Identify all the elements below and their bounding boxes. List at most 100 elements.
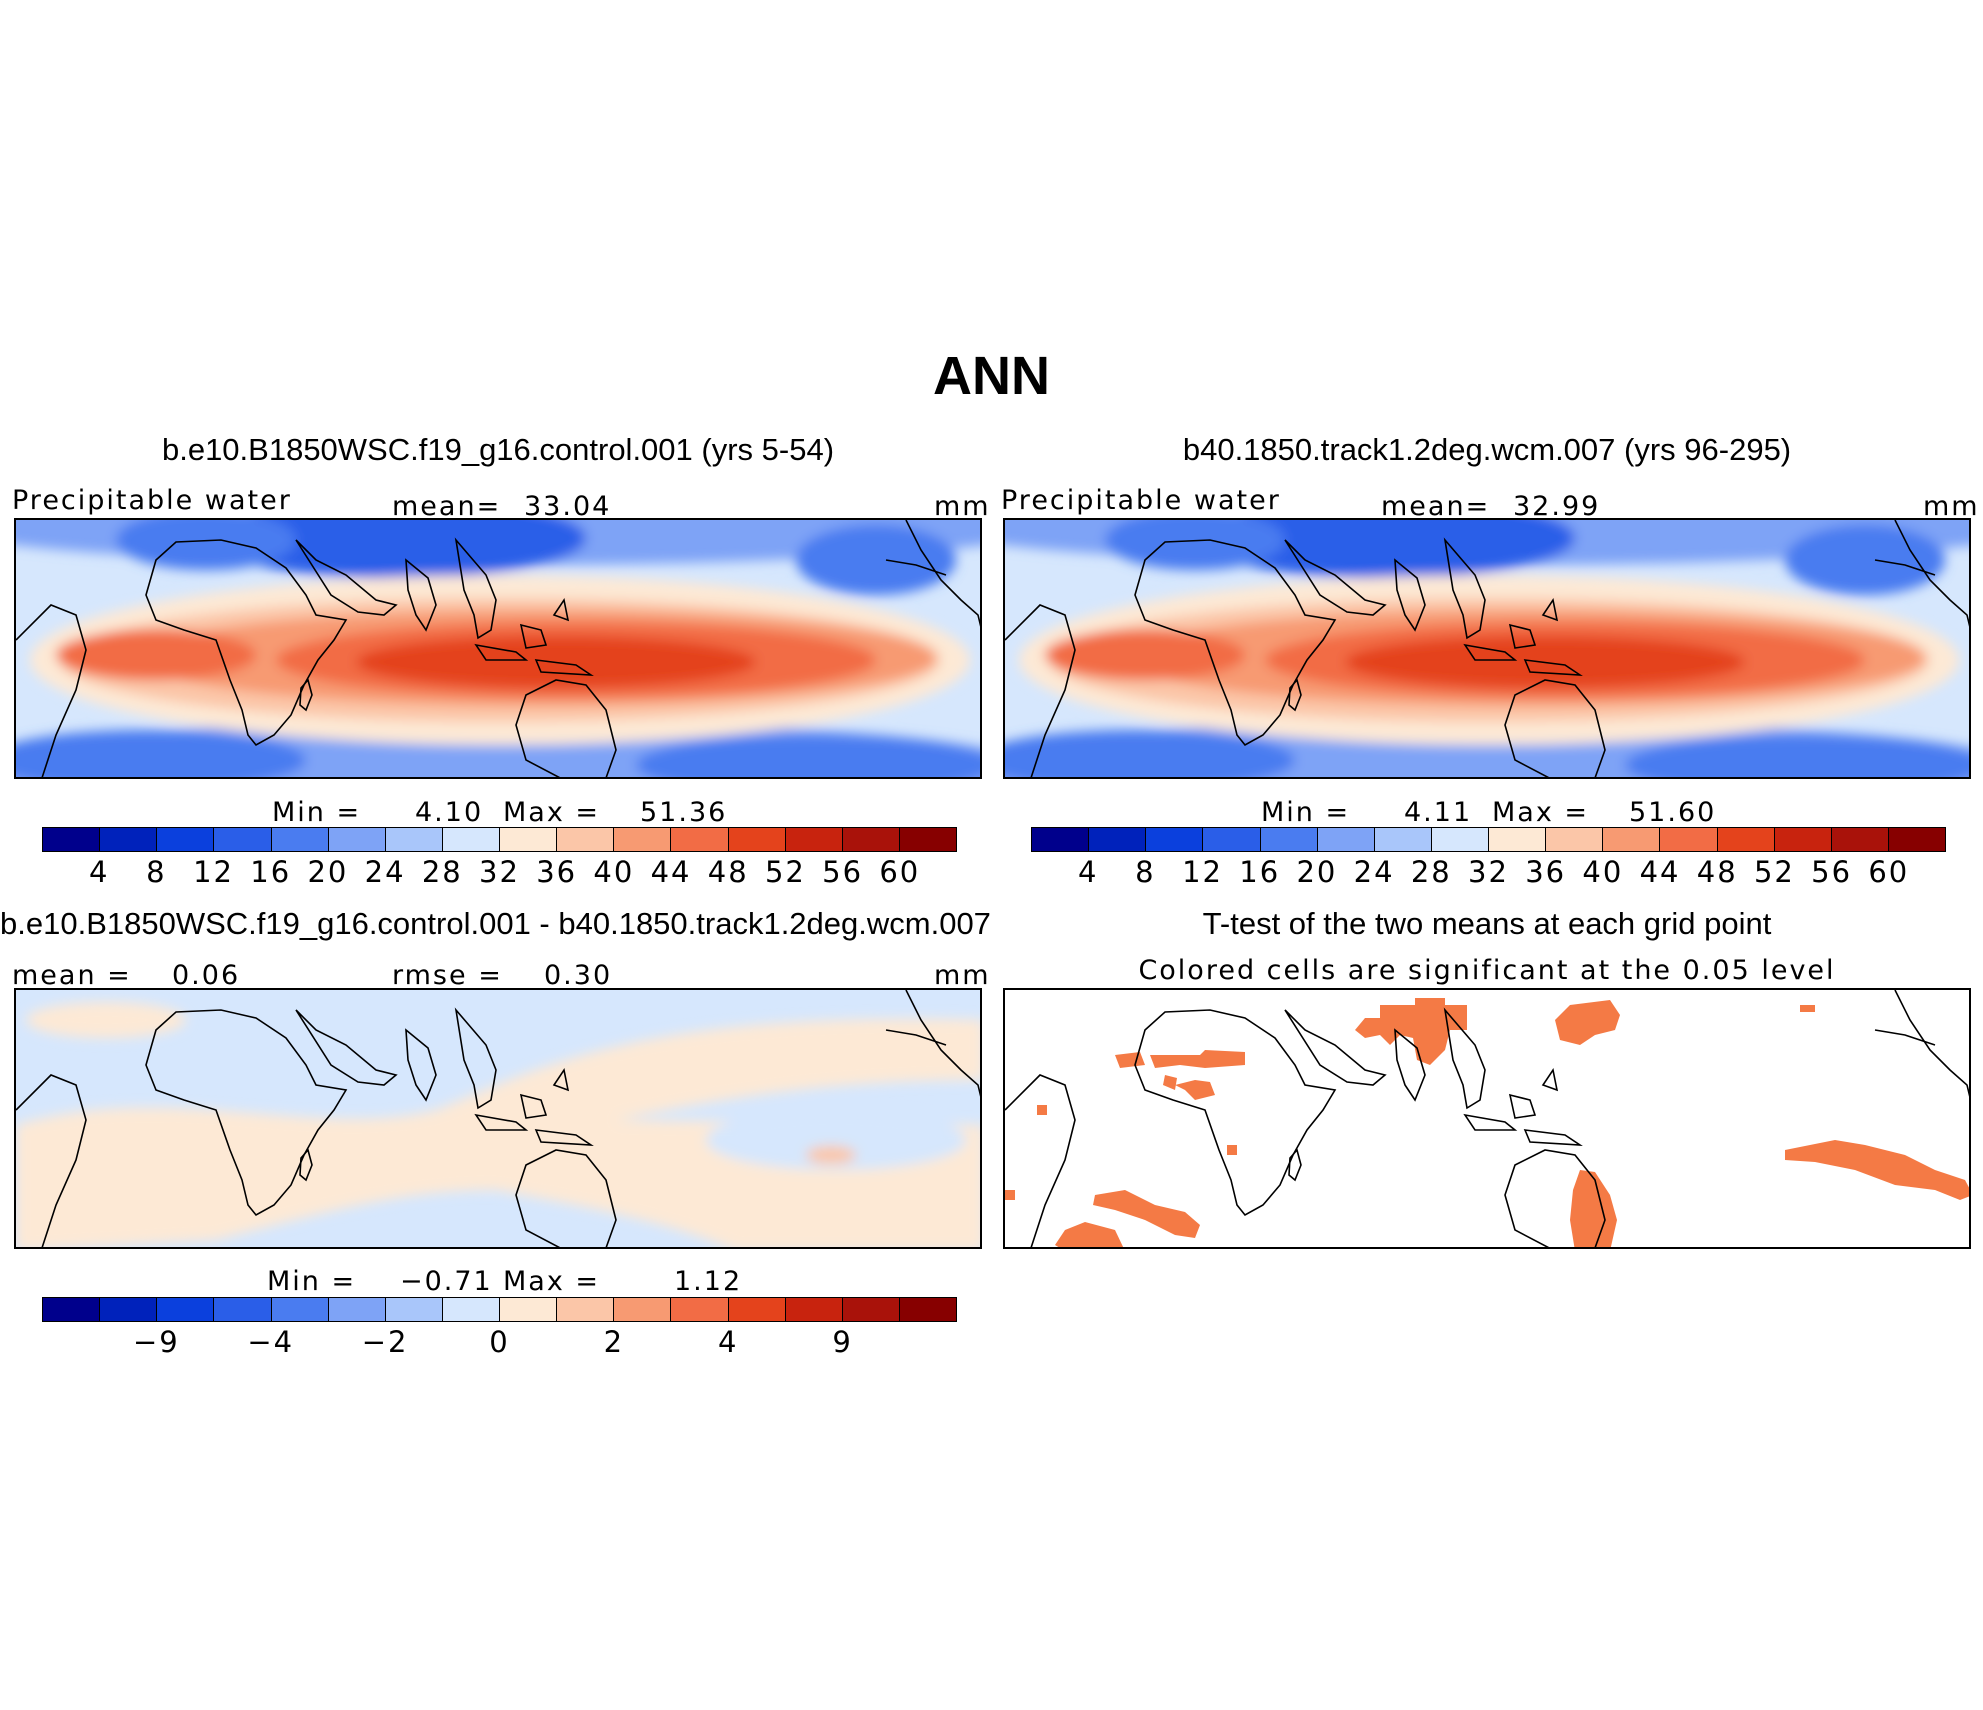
panel3-colorbar [42,1297,957,1322]
colorbar-swatch [214,1298,272,1321]
panel2-title: b40.1850.track1.2deg.wcm.007 (yrs 96-295… [1182,432,1792,467]
colorbar-swatch [43,1298,101,1321]
colorbar-swatch [614,1298,672,1321]
colorbar-swatch [899,1298,956,1321]
colorbar-tick-label: 8 [146,855,167,889]
colorbar-swatch [1317,828,1375,851]
panel2-min-label: Min = [1261,797,1351,828]
colorbar-tick-label: 32 [479,855,520,889]
colorbar-swatch [1203,828,1261,851]
colorbar-swatch [157,828,215,851]
panel2-map [1003,518,1971,779]
panel3-min-value: −0.71 [400,1266,493,1297]
panel3-map-field [16,990,980,1247]
colorbar-swatch [500,828,558,851]
colorbar-tick-label: 4 [1077,855,1099,889]
colorbar-tick-label: −9 [133,1325,180,1359]
colorbar-tick-label: 4 [718,1325,739,1359]
colorbar-tick-label: 20 [1296,855,1338,889]
colorbar-swatch [1888,828,1945,851]
colorbar-swatch [500,1298,558,1321]
panel3-max-value: 1.12 [674,1266,743,1297]
figure-title: ANN [933,346,1050,406]
colorbar-swatch [1831,828,1889,851]
panel3-mean-label: mean = [12,960,132,991]
panel4-subtitle: Colored cells are significant at the 0.0… [1138,955,1836,986]
panel2-max-value: 51.60 [1629,797,1717,828]
colorbar-tick-label: 52 [1753,855,1795,889]
panel2-colorbar [1031,827,1946,852]
colorbar-swatch [1374,828,1432,851]
colorbar-swatch [442,1298,500,1321]
panel3-map [14,988,982,1249]
colorbar-swatch [1603,828,1661,851]
colorbar-tick-label: 12 [193,855,235,889]
colorbar-tick-label: 36 [1525,855,1567,889]
panel3-rmse-value: 0.30 [544,960,613,991]
colorbar-tick-label: 48 [1696,855,1738,889]
panel3-max-label: Max = [503,1266,601,1297]
panel1-colorbar [42,827,957,852]
colorbar-tick-label: 28 [421,855,463,889]
colorbar-swatch [1717,828,1775,851]
panel1-variable: Precipitable water [12,485,292,516]
colorbar-tick-label: 56 [822,855,864,889]
colorbar-swatch [442,828,500,851]
panel3-title: b.e10.B1850WSC.f19_g16.control.001 - b40… [0,906,991,941]
colorbar-tick-label: 52 [764,855,806,889]
colorbar-swatch [1489,828,1547,851]
colorbar-swatch [1089,828,1147,851]
panel3-mean-value: 0.06 [172,960,241,991]
colorbar-tick-label: 60 [879,855,921,889]
colorbar-tick-label: 8 [1135,855,1156,889]
panel1-map [14,518,982,779]
colorbar-swatch [214,828,272,851]
colorbar-tick-label: 40 [1582,855,1624,889]
colorbar-tick-label: 32 [1468,855,1509,889]
colorbar-swatch [271,828,329,851]
panel2-mean-label: mean= [1381,491,1491,522]
colorbar-tick-label: 12 [1182,855,1224,889]
colorbar-swatch [671,828,729,851]
colorbar-tick-label: 28 [1410,855,1452,889]
colorbar-swatch [385,1298,443,1321]
colorbar-swatch [1546,828,1604,851]
panel2-min-value: 4.11 [1404,797,1473,828]
colorbar-tick-label: 44 [1639,855,1681,889]
colorbar-swatch [157,1298,215,1321]
colorbar-tick-label: 56 [1811,855,1853,889]
colorbar-swatch [1146,828,1204,851]
panel1-units: mm [934,491,991,522]
colorbar-swatch [43,828,101,851]
colorbar-swatch [899,828,956,851]
panel1-max-label: Max = [503,797,601,828]
panel1-min-value: 4.10 [415,797,484,828]
colorbar-swatch [785,1298,843,1321]
colorbar-tick-label: −4 [247,1325,295,1359]
panel2-map-field [1005,520,1971,779]
panel1-title: b.e10.B1850WSC.f19_g16.control.001 (yrs … [161,432,835,467]
colorbar-swatch [328,1298,386,1321]
colorbar-tick-label: 60 [1868,855,1910,889]
colorbar-tick-label: 44 [650,855,692,889]
colorbar-tick-label: 40 [593,855,635,889]
colorbar-swatch [1660,828,1718,851]
colorbar-tick-label: 24 [364,855,406,889]
panel1-max-value: 51.36 [640,797,728,828]
colorbar-swatch [1774,828,1832,851]
colorbar-tick-label: 20 [307,855,349,889]
colorbar-swatch [271,1298,329,1321]
colorbar-swatch [785,828,843,851]
panel2-units: mm [1923,491,1980,522]
colorbar-swatch [614,828,672,851]
panel1-min-label: Min = [272,797,362,828]
panel4-title: T-test of the two means at each grid poi… [1202,906,1772,941]
colorbar-swatch [728,1298,786,1321]
colorbar-swatch [842,1298,900,1321]
colorbar-swatch [328,828,386,851]
panel4-map [1003,988,1971,1249]
colorbar-swatch [1032,828,1090,851]
colorbar-swatch [100,1298,158,1321]
colorbar-swatch [671,1298,729,1321]
colorbar-swatch [842,828,900,851]
